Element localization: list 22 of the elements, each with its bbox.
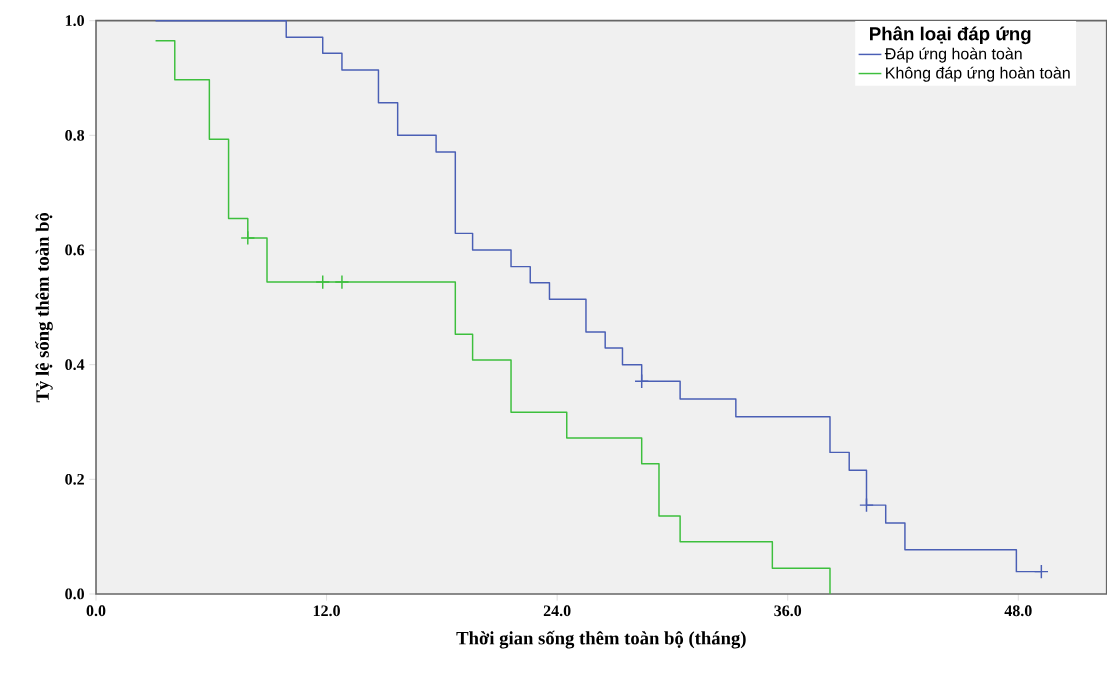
y-tick-label: 0.8	[65, 129, 85, 141]
point	[334, 274, 350, 290]
x-tick-label: 12.0	[313, 605, 340, 617]
x-axis-title: Thời gian sống thêm toàn bộ (tháng)	[456, 630, 746, 649]
point	[634, 373, 650, 389]
x-tick-label: 36.0	[774, 605, 802, 617]
x-tick-label: 24.0	[543, 605, 571, 617]
x-tick-label: 48.0	[1004, 605, 1032, 617]
point	[859, 497, 874, 513]
legend-title: Phân loại đáp ứng	[870, 26, 1031, 45]
y-tick-label: 1.0	[65, 15, 84, 27]
y-axis-title: Tỷ lệ sống thêm toàn bộ	[35, 212, 53, 403]
point	[240, 230, 256, 246]
legend-label: Không đáp ứng hoàn toàn	[886, 66, 1070, 82]
y-tick-label: 0.2	[65, 473, 84, 485]
legend-label: Đáp ứng hoàn toàn	[884, 47, 1022, 63]
point	[315, 274, 331, 290]
y-tick-label: 0.6	[65, 244, 85, 256]
point	[1033, 564, 1049, 580]
x-tick-label: 0.0	[86, 605, 106, 617]
y-tick-label: 0.4	[65, 359, 85, 371]
y-tick-label: 0.0	[65, 588, 84, 600]
